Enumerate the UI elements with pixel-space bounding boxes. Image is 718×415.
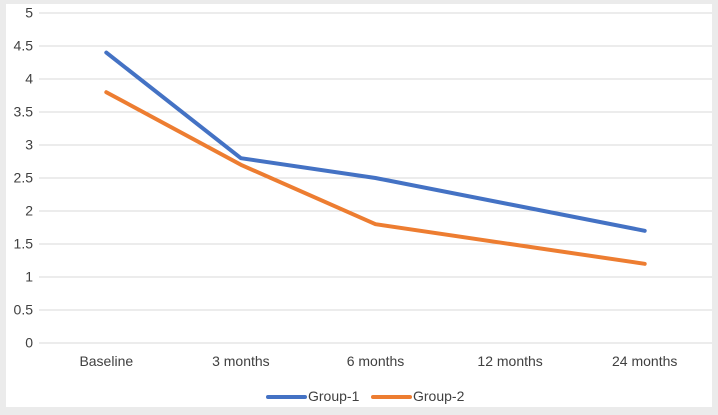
series-line-group-1 — [104, 50, 647, 233]
legend-label-group-2: Group-2 — [413, 388, 465, 404]
gridlines — [39, 12, 712, 344]
y-axis-label-2: 2 — [25, 203, 33, 219]
y-axis-label-5: 5 — [25, 5, 33, 21]
y-axis-label-3: 3 — [25, 137, 33, 153]
legend: Group-1 Group-2 — [266, 388, 465, 404]
x-axis-labels: Baseline 3 months 6 months 12 months 24 mont… — [79, 353, 677, 369]
x-axis-label-24-months: 24 months — [612, 353, 677, 369]
y-axis-label-2.5: 2.5 — [14, 170, 34, 186]
y-axis-label-4.5: 4.5 — [14, 38, 34, 54]
x-axis-label-6-months: 6 months — [347, 353, 405, 369]
y-axis-label-0.5: 0.5 — [14, 302, 34, 318]
x-axis-label-3-months: 3 months — [212, 353, 270, 369]
series-lines — [104, 50, 647, 266]
y-axis-label-1: 1 — [25, 269, 33, 285]
legend-item-group-2: Group-2 — [371, 388, 465, 404]
y-axis-labels: 0 0.5 1 1.5 2 2.5 3 3.5 4 4.5 5 — [14, 5, 34, 351]
y-axis-label-3.5: 3.5 — [14, 104, 34, 120]
y-axis-label-4: 4 — [25, 71, 33, 87]
x-axis-label-12-months: 12 months — [477, 353, 542, 369]
legend-item-group-1: Group-1 — [266, 388, 360, 404]
chart-panel — [6, 4, 712, 407]
legend-label-group-1: Group-1 — [308, 388, 360, 404]
y-axis-label-1.5: 1.5 — [14, 236, 34, 252]
x-axis-label-baseline: Baseline — [79, 353, 133, 369]
y-axis-label-0: 0 — [25, 335, 33, 351]
series-line-group-2 — [104, 90, 647, 266]
